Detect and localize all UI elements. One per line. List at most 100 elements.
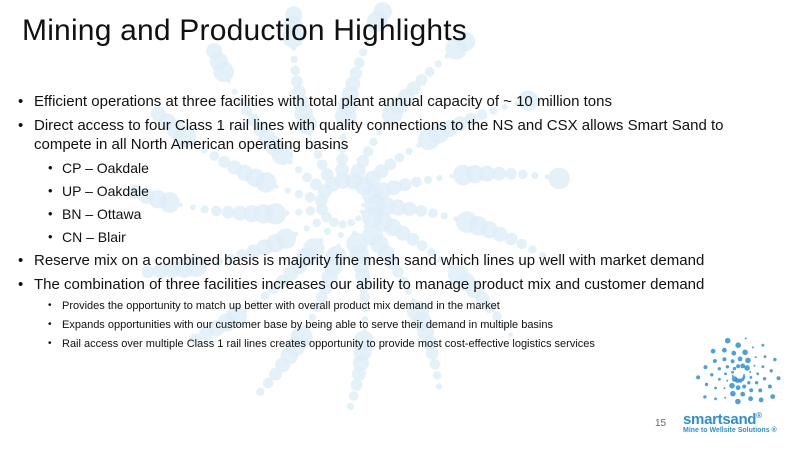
bullet-glyph: • bbox=[18, 276, 24, 293]
background-dot bbox=[356, 154, 370, 168]
background-dot bbox=[434, 60, 442, 68]
logo-dot bbox=[761, 343, 765, 347]
background-dot bbox=[402, 202, 417, 216]
background-dot bbox=[329, 217, 339, 228]
logo-dot bbox=[725, 365, 730, 369]
background-dot bbox=[232, 205, 248, 221]
logo-dot bbox=[724, 396, 727, 399]
background-dot bbox=[323, 227, 332, 236]
sub-bullet-item: • Provides the opportunity to match up b… bbox=[18, 299, 778, 313]
background-dot bbox=[385, 255, 399, 270]
logo-dot bbox=[714, 386, 717, 390]
background-dot bbox=[492, 311, 502, 322]
background-dot bbox=[489, 106, 498, 115]
background-dot bbox=[373, 2, 392, 21]
bullet-text: Efficient operations at three facilities… bbox=[34, 93, 612, 110]
logo-dot bbox=[751, 346, 754, 349]
background-dot bbox=[449, 174, 454, 179]
background-dot bbox=[290, 75, 303, 88]
logo-dot bbox=[737, 356, 743, 362]
background-dot bbox=[336, 153, 348, 166]
logo-dot bbox=[724, 337, 731, 344]
bullet-text: Reserve mix on a combined basis is major… bbox=[34, 252, 705, 269]
background-dot bbox=[406, 232, 420, 246]
background-dot bbox=[349, 66, 363, 80]
background-dot bbox=[304, 192, 316, 203]
bullet-item: • Efficient operations at three faciliti… bbox=[18, 92, 778, 111]
background-dot bbox=[285, 6, 303, 24]
logo-dot bbox=[731, 375, 734, 377]
logo-wordmark: smartsand® bbox=[683, 411, 795, 428]
logo-dot bbox=[761, 365, 765, 369]
background-dot bbox=[465, 165, 485, 184]
background-dot bbox=[295, 208, 303, 216]
background-dot bbox=[415, 74, 428, 86]
sub-bullet-text: CP – Oakdale bbox=[62, 160, 149, 176]
logo-dot bbox=[748, 396, 753, 402]
background-dot bbox=[398, 178, 412, 192]
background-dot bbox=[302, 172, 312, 183]
background-dot bbox=[392, 265, 404, 278]
background-dot bbox=[359, 292, 370, 303]
logo-dot bbox=[758, 397, 764, 403]
logo-dot bbox=[763, 355, 767, 359]
bullet-text: Direct access to four Class 1 rail lines… bbox=[34, 117, 724, 153]
logo-dot bbox=[740, 363, 746, 369]
background-dot bbox=[189, 333, 202, 346]
background-dot bbox=[200, 146, 208, 154]
background-dot bbox=[138, 187, 155, 204]
logo-dot bbox=[731, 376, 738, 382]
logo-name-part1: smart bbox=[683, 411, 723, 428]
logo-dot bbox=[769, 369, 773, 373]
logo-dot bbox=[730, 390, 736, 397]
background-dot bbox=[320, 168, 334, 182]
logo-dot bbox=[722, 357, 727, 362]
background-dot bbox=[231, 88, 238, 95]
logo-dot bbox=[710, 348, 716, 354]
background-dot bbox=[246, 113, 260, 127]
background-dot bbox=[376, 129, 383, 136]
logo-dot bbox=[718, 377, 721, 381]
logo-dot bbox=[696, 375, 701, 380]
background-dot bbox=[200, 205, 209, 214]
background-dot bbox=[310, 141, 317, 148]
background-dot bbox=[312, 218, 321, 228]
background-dot bbox=[548, 167, 570, 190]
sub-bullet-item: • CN – Blair bbox=[18, 228, 778, 246]
background-dot bbox=[359, 48, 368, 57]
background-dot bbox=[337, 231, 344, 239]
background-dot bbox=[539, 252, 546, 259]
background-dot bbox=[276, 274, 289, 288]
logo-dot bbox=[742, 349, 748, 356]
background-dot bbox=[428, 208, 438, 218]
background-dot bbox=[227, 160, 242, 175]
background-dot bbox=[517, 90, 539, 111]
background-dot bbox=[350, 379, 363, 391]
logo-dot bbox=[729, 382, 735, 389]
logo-dot bbox=[730, 359, 735, 364]
bullet-glyph: • bbox=[48, 229, 53, 244]
background-dot bbox=[423, 175, 433, 184]
logo-dot bbox=[744, 337, 747, 340]
background-dot bbox=[179, 203, 184, 207]
background-dot bbox=[364, 38, 371, 46]
background-dot bbox=[429, 359, 441, 370]
background-dot bbox=[464, 112, 478, 126]
logo-dot bbox=[726, 379, 729, 382]
background-dot bbox=[141, 265, 155, 279]
background-dot bbox=[244, 307, 249, 312]
background-dot bbox=[362, 146, 374, 157]
background-dot bbox=[427, 248, 436, 257]
background-dot bbox=[386, 180, 402, 196]
background-dot bbox=[310, 178, 322, 191]
page-number: 15 bbox=[655, 418, 667, 429]
logo-dot bbox=[710, 373, 714, 377]
logo-dot bbox=[740, 391, 746, 397]
background-dot bbox=[369, 137, 378, 147]
background-dot bbox=[246, 244, 261, 259]
background-dot bbox=[432, 371, 442, 380]
logo-dot bbox=[754, 381, 759, 385]
background-dot bbox=[491, 166, 506, 181]
background-dot bbox=[455, 32, 476, 52]
